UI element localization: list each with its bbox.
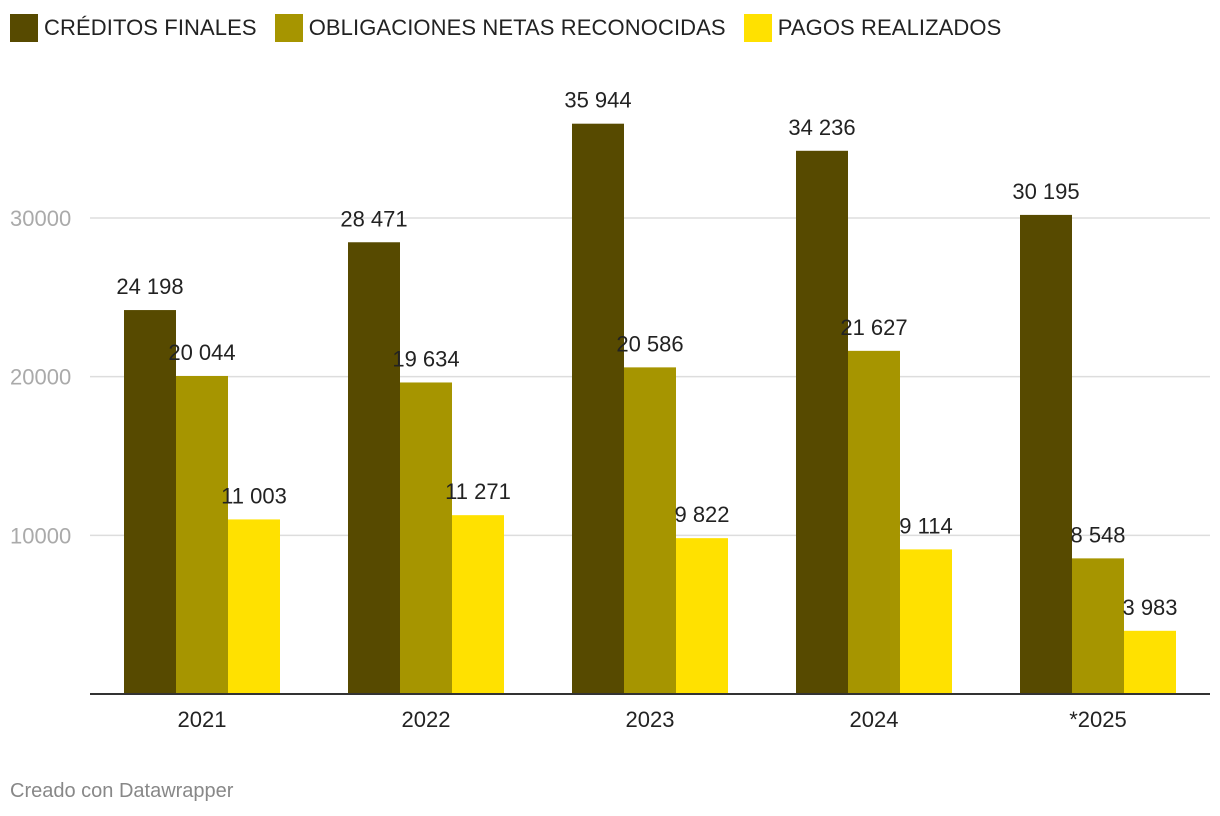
data-label-0-1: 28 471: [340, 206, 407, 231]
data-label-2-3: 9 114: [899, 513, 952, 538]
bar-1-4: [1072, 558, 1124, 694]
legend-label-obligaciones: OBLIGACIONES NETAS RECONOCIDAS: [308, 15, 726, 40]
bar-1-0: [176, 375, 228, 694]
x-tick-label-3: 2024: [850, 707, 899, 732]
legend-item-pagos: PAGOS REALIZADOS: [743, 14, 1002, 42]
legend-label-pagos: PAGOS REALIZADOS: [777, 15, 1002, 40]
data-label-0-2: 35 944: [564, 88, 631, 113]
y-tick-label-30000: 30000: [10, 206, 71, 231]
bar-0-0: [124, 310, 176, 694]
bar-2-4: [1124, 630, 1176, 694]
bar-1-2: [624, 367, 676, 694]
data-label-2-0: 11 003: [221, 483, 287, 508]
x-tick-label-1: 2022: [402, 707, 451, 732]
y-tick-label-10000: 10000: [10, 523, 71, 548]
legend-swatch-obligaciones: [274, 14, 303, 42]
legend-item-creditos: CRÉDITOS FINALES: [10, 14, 257, 42]
legend-swatch-creditos: [10, 14, 38, 42]
bar-2-2: [676, 538, 728, 694]
x-tick-label-4: *2025: [1069, 707, 1127, 732]
bar-0-4: [1020, 214, 1072, 694]
bar-0-1: [348, 242, 400, 694]
data-label-0-0: 24 198: [116, 274, 183, 299]
bar-0-2: [572, 123, 624, 694]
chart-legend: CRÉDITOS FINALES OBLIGACIONES NETAS RECO…: [10, 14, 1019, 42]
data-label-2-2: 9 822: [674, 502, 729, 527]
data-label-1-1: 19 634: [392, 346, 459, 371]
bar-2-1: [452, 515, 504, 694]
bar-1-3: [848, 350, 900, 694]
datawrapper-credit: Creado con Datawrapper: [10, 780, 234, 802]
data-label-0-3: 34 236: [788, 115, 855, 140]
bar-1-1: [400, 382, 452, 694]
data-label-2-4: 3 983: [1122, 595, 1177, 620]
bar-2-0: [228, 519, 280, 694]
x-tick-label-2: 2023: [626, 707, 675, 732]
data-label-1-0: 20 044: [168, 340, 235, 365]
legend-swatch-pagos: [743, 14, 772, 42]
x-tick-label-0: 2021: [178, 707, 227, 732]
data-label-2-1: 11 271: [445, 479, 511, 504]
legend-item-obligaciones: OBLIGACIONES NETAS RECONOCIDAS: [274, 14, 726, 42]
data-label-1-4: 8 548: [1070, 522, 1125, 547]
data-label-1-2: 20 586: [616, 331, 683, 356]
y-tick-label-20000: 20000: [10, 365, 71, 390]
legend-label-creditos: CRÉDITOS FINALES: [44, 15, 257, 40]
bar-0-3: [796, 150, 848, 694]
data-label-0-4: 30 195: [1012, 179, 1079, 204]
bar-2-3: [900, 549, 952, 694]
data-label-1-3: 21 627: [840, 315, 907, 340]
